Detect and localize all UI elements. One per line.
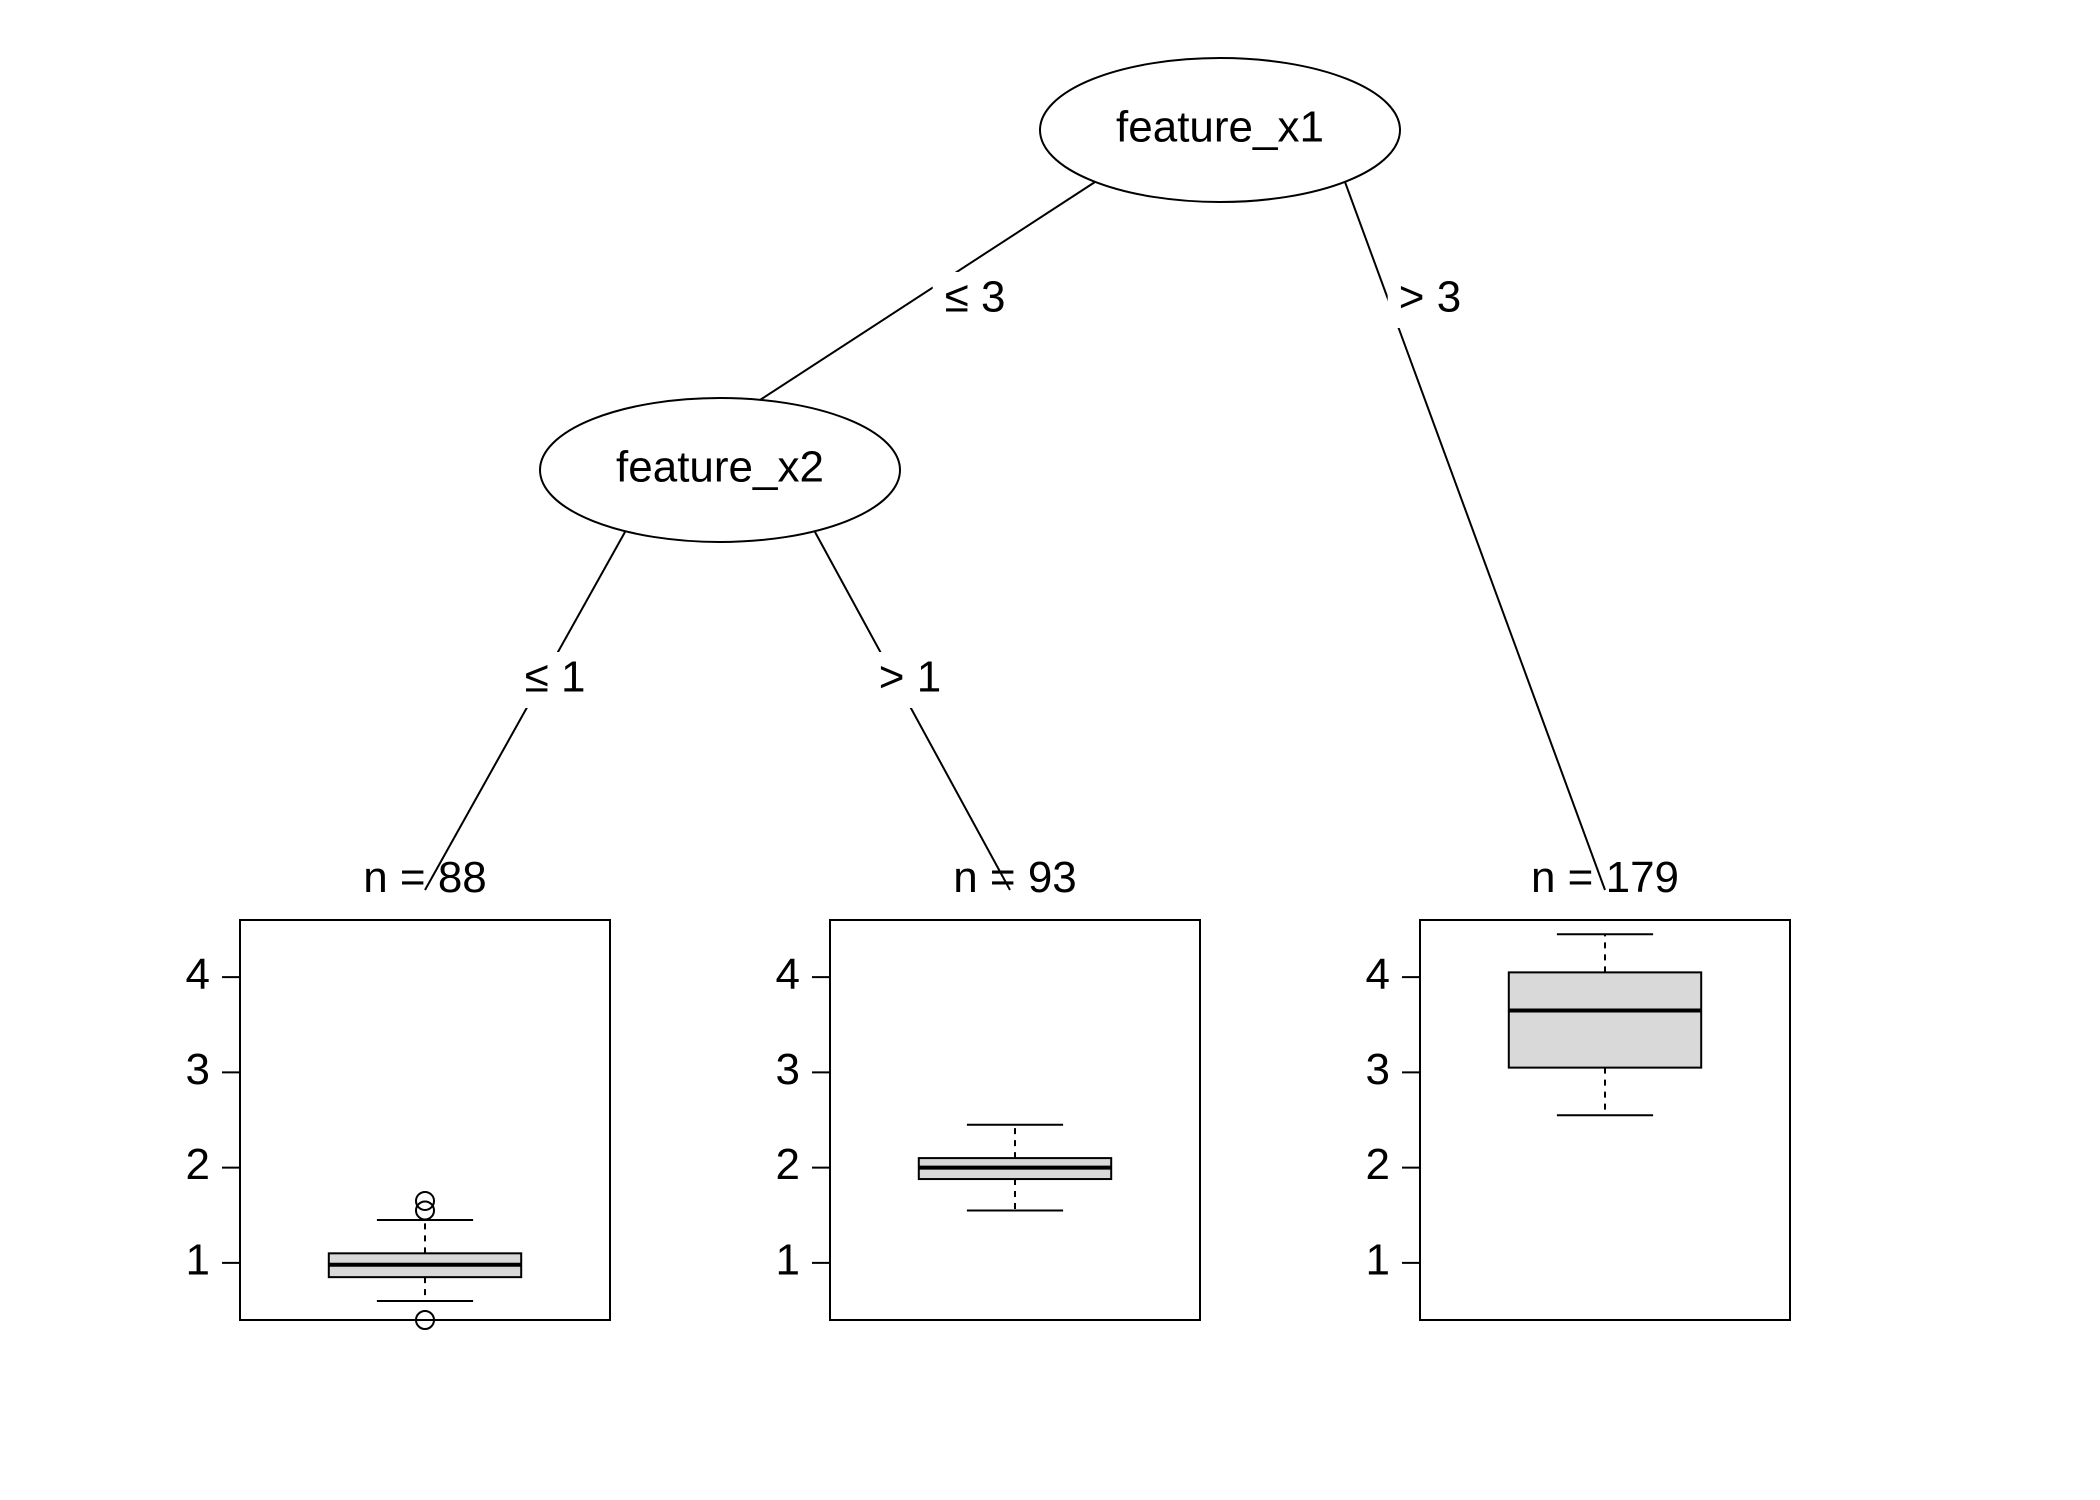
leaf-panel-frame — [830, 920, 1200, 1320]
ytick-label: 4 — [186, 950, 210, 999]
ytick-label: 2 — [186, 1140, 210, 1189]
tree-edge — [425, 532, 625, 890]
ytick-label: 3 — [1366, 1045, 1390, 1094]
ytick-label: 1 — [186, 1235, 210, 1284]
edge-label: ≤ 3 — [945, 273, 1006, 322]
ytick-label: 4 — [1366, 950, 1390, 999]
tree-edge — [815, 532, 1010, 890]
ytick-label: 3 — [186, 1045, 210, 1094]
edge-label: > 3 — [1399, 273, 1461, 322]
tree-edge — [1345, 182, 1605, 890]
leaf-panel-leaf_b: n = 93 1 2 3 4 — [776, 853, 1200, 1320]
ytick-label: 1 — [776, 1235, 800, 1284]
edge-label: > 1 — [879, 653, 941, 702]
tree-node-label: feature_x1 — [1116, 103, 1324, 152]
leaf-panel-title: n = 179 — [1531, 853, 1679, 902]
leaf-panel-leaf_a: n = 88 1 2 3 4 — [186, 853, 610, 1329]
tree-edge — [760, 182, 1095, 400]
ytick-label: 2 — [776, 1140, 800, 1189]
leaf-panel-leaf_c: n = 179 1 2 3 4 — [1366, 853, 1790, 1320]
edge-label: ≤ 1 — [525, 653, 586, 702]
ytick-label: 3 — [776, 1045, 800, 1094]
box — [1509, 972, 1701, 1067]
leaf-panel-title: n = 88 — [363, 853, 487, 902]
leaf-panel-title: n = 93 — [953, 853, 1077, 902]
tree-node-label: feature_x2 — [616, 443, 824, 492]
ytick-label: 1 — [1366, 1235, 1390, 1284]
ytick-label: 4 — [776, 950, 800, 999]
decision-tree-diagram: ≤ 3 > 3 ≤ 1 > 1 feature_x1 feature_x2n = 88 1 2… — [0, 0, 2100, 1500]
ytick-label: 2 — [1366, 1140, 1390, 1189]
